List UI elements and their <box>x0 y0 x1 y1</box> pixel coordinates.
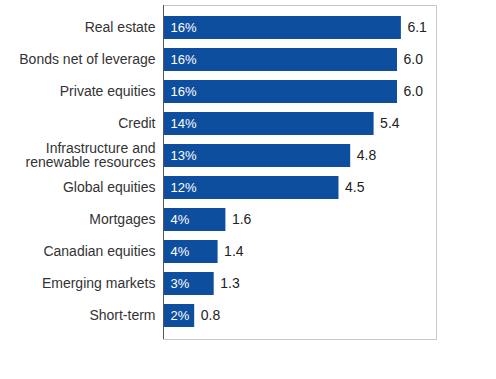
svg-text:Short-term: Short-term <box>89 307 155 323</box>
svg-text:Infrastructure andrenewable re: Infrastructure andrenewable resources <box>26 140 156 170</box>
svg-text:Mortgages: Mortgages <box>89 211 155 227</box>
svg-text:16%: 16% <box>171 20 197 35</box>
svg-text:6.0: 6.0 <box>404 83 424 99</box>
svg-text:Bonds net of leverage: Bonds net of leverage <box>19 51 155 67</box>
svg-text:16%: 16% <box>171 84 197 99</box>
svg-text:1.6: 1.6 <box>232 211 252 227</box>
svg-text:2%: 2% <box>171 308 190 323</box>
svg-text:4%: 4% <box>171 244 190 259</box>
svg-text:5.4: 5.4 <box>380 115 400 131</box>
svg-text:3%: 3% <box>171 276 190 291</box>
svg-text:4.5: 4.5 <box>345 179 365 195</box>
svg-text:1.3: 1.3 <box>220 275 240 291</box>
svg-text:6.0: 6.0 <box>404 51 424 67</box>
svg-text:12%: 12% <box>171 180 197 195</box>
svg-text:Emerging markets: Emerging markets <box>42 275 156 291</box>
svg-text:Global equities: Global equities <box>63 179 156 195</box>
svg-text:0.8: 0.8 <box>201 307 221 323</box>
svg-text:Real estate: Real estate <box>85 19 156 35</box>
svg-text:Canadian equities: Canadian equities <box>43 243 155 259</box>
svg-text:4%: 4% <box>171 212 190 227</box>
svg-text:16%: 16% <box>171 52 197 67</box>
svg-text:13%: 13% <box>171 148 197 163</box>
svg-text:1.4: 1.4 <box>224 243 244 259</box>
svg-text:Private equities: Private equities <box>60 83 156 99</box>
svg-text:14%: 14% <box>171 116 197 131</box>
svg-text:6.1: 6.1 <box>407 19 427 35</box>
svg-text:Credit: Credit <box>118 115 155 131</box>
svg-text:4.8: 4.8 <box>357 147 377 163</box>
